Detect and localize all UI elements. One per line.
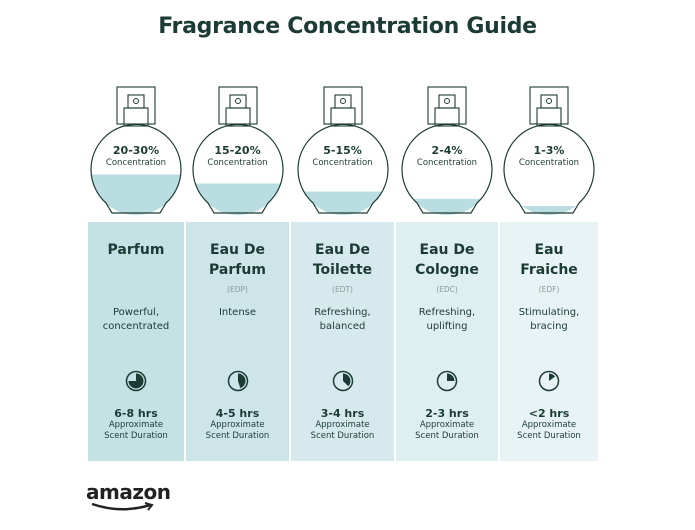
fragrance-name: Parfum <box>88 240 184 260</box>
clock-fill <box>237 373 245 389</box>
fragrance-name: Eau Fraiche <box>500 240 598 280</box>
duration-label-1: Approximate <box>108 420 164 430</box>
fragrance-type-column: Parfum Powerful, concentrated 6-8 hrs App… <box>88 222 184 461</box>
perfume-bottle: 15-20% Concentration <box>186 86 290 218</box>
desc-line-2: concentrated <box>102 321 170 332</box>
abbreviation: (EDF) <box>538 285 560 294</box>
perfume-bottle: 5-15% Concentration <box>291 86 395 218</box>
abbreviation: (EDC) <box>436 285 458 294</box>
fragrance-name: Eau De Toilette <box>291 240 394 280</box>
perfume-bottle: 2-4% Concentration <box>395 86 499 218</box>
duration-label: Approximate Scent Duration <box>88 420 184 442</box>
duration: 6-8 hrs <box>114 407 158 420</box>
desc-line-1: Powerful, <box>112 307 160 318</box>
concentration-label: Concentration <box>312 158 373 168</box>
liquid-fill <box>402 198 492 215</box>
abbreviation: (EDT) <box>332 285 353 294</box>
name-line-2: Toilette <box>312 262 373 278</box>
name-line-2: Parfum <box>209 262 266 278</box>
fragrance-name: Eau De Cologne <box>396 240 498 280</box>
concentration-percent: 20-30% <box>112 144 160 157</box>
name-line-2: Fraiche <box>520 262 578 278</box>
duration-label-1: Approximate <box>419 420 475 430</box>
duration: <2 hrs <box>528 407 570 420</box>
name-line-2: Cologne <box>415 262 479 278</box>
duration: 2-3 hrs <box>425 407 469 420</box>
duration-label-1: Approximate <box>521 420 577 430</box>
amazon-logo: amazon <box>86 480 171 511</box>
name-line-1: Eau <box>534 242 564 258</box>
duration-label-2: Scent Duration <box>310 431 375 441</box>
concentration-percent: 2-4% <box>431 144 463 157</box>
abbreviation: (EDP) <box>227 285 248 294</box>
name-line-1: Eau De <box>419 242 475 258</box>
desc-line-2: bracing <box>530 321 568 332</box>
clock-icon <box>436 370 458 392</box>
liquid-fill <box>504 206 594 215</box>
clock-fill <box>447 373 455 381</box>
description: Intense <box>186 306 289 320</box>
duration-label-1: Approximate <box>315 420 370 430</box>
page-title: Fragrance Concentration Guide <box>158 14 537 39</box>
duration: 3-4 hrs <box>320 407 365 420</box>
clock-fill <box>128 373 144 389</box>
clock-icon <box>538 370 560 392</box>
duration-label-2: Scent Duration <box>415 431 479 441</box>
description: Powerful, concentrated <box>88 306 184 334</box>
name-line-1: Eau De <box>210 242 265 258</box>
concentration-label: Concentration <box>416 158 478 168</box>
desc-line-1: Refreshing, <box>418 307 476 318</box>
clock-fill <box>342 373 350 387</box>
duration-label-2: Scent Duration <box>517 431 581 441</box>
name-line-1: Eau De <box>315 242 370 258</box>
duration-label: Approximate Scent Duration <box>500 420 598 442</box>
perfume-bottle: 20-30% Concentration <box>84 86 188 218</box>
clock-icon <box>125 370 147 392</box>
clock-icon <box>332 370 353 392</box>
logo-text: amazon <box>86 480 171 504</box>
concentration-percent: 1-3% <box>533 144 565 157</box>
concentration-percent: 5-15% <box>323 144 362 157</box>
duration-label: Approximate Scent Duration <box>186 420 289 442</box>
fragrance-type-column: Eau De Toilette (EDT) Refreshing, balanced… <box>291 222 394 461</box>
description: Refreshing, balanced <box>291 306 394 334</box>
desc-line-2: balanced <box>319 321 366 332</box>
fragrance-type-column: Eau De Cologne (EDC) Refreshing, uplifting… <box>396 222 498 461</box>
duration-label: Approximate Scent Duration <box>291 420 394 442</box>
duration-label-1: Approximate <box>210 420 265 430</box>
concentration-label: Concentration <box>207 158 268 168</box>
desc-line-1: Stimulating, <box>518 307 580 318</box>
desc-line-2: uplifting <box>426 321 468 332</box>
desc-line-1: Intense <box>218 307 257 318</box>
fragrance-name: Eau De Parfum <box>186 240 289 280</box>
smile-arrow-icon <box>91 502 154 511</box>
perfume-bottle: 1-3% Concentration <box>497 86 601 218</box>
concentration-percent: 15-20% <box>214 144 261 157</box>
duration-label: Approximate Scent Duration <box>396 420 498 442</box>
fragrance-type-column: Eau Fraiche (EDF) Stimulating, bracing <2 … <box>500 222 598 461</box>
concentration-label: Concentration <box>105 158 167 168</box>
duration: 4-5 hrs <box>215 407 260 420</box>
clock-icon <box>227 370 248 392</box>
desc-line-1: Refreshing, <box>314 307 371 318</box>
description: Refreshing, uplifting <box>396 306 498 334</box>
name-line-1: Parfum <box>107 242 165 258</box>
clock-fill <box>549 373 556 381</box>
duration-label-2: Scent Duration <box>104 431 168 441</box>
description: Stimulating, bracing <box>500 306 598 334</box>
duration-label-2: Scent Duration <box>205 431 270 441</box>
concentration-label: Concentration <box>518 158 580 168</box>
fragrance-type-column: Eau De Parfum (EDP) Intense 4-5 hrs Appro… <box>186 222 289 461</box>
